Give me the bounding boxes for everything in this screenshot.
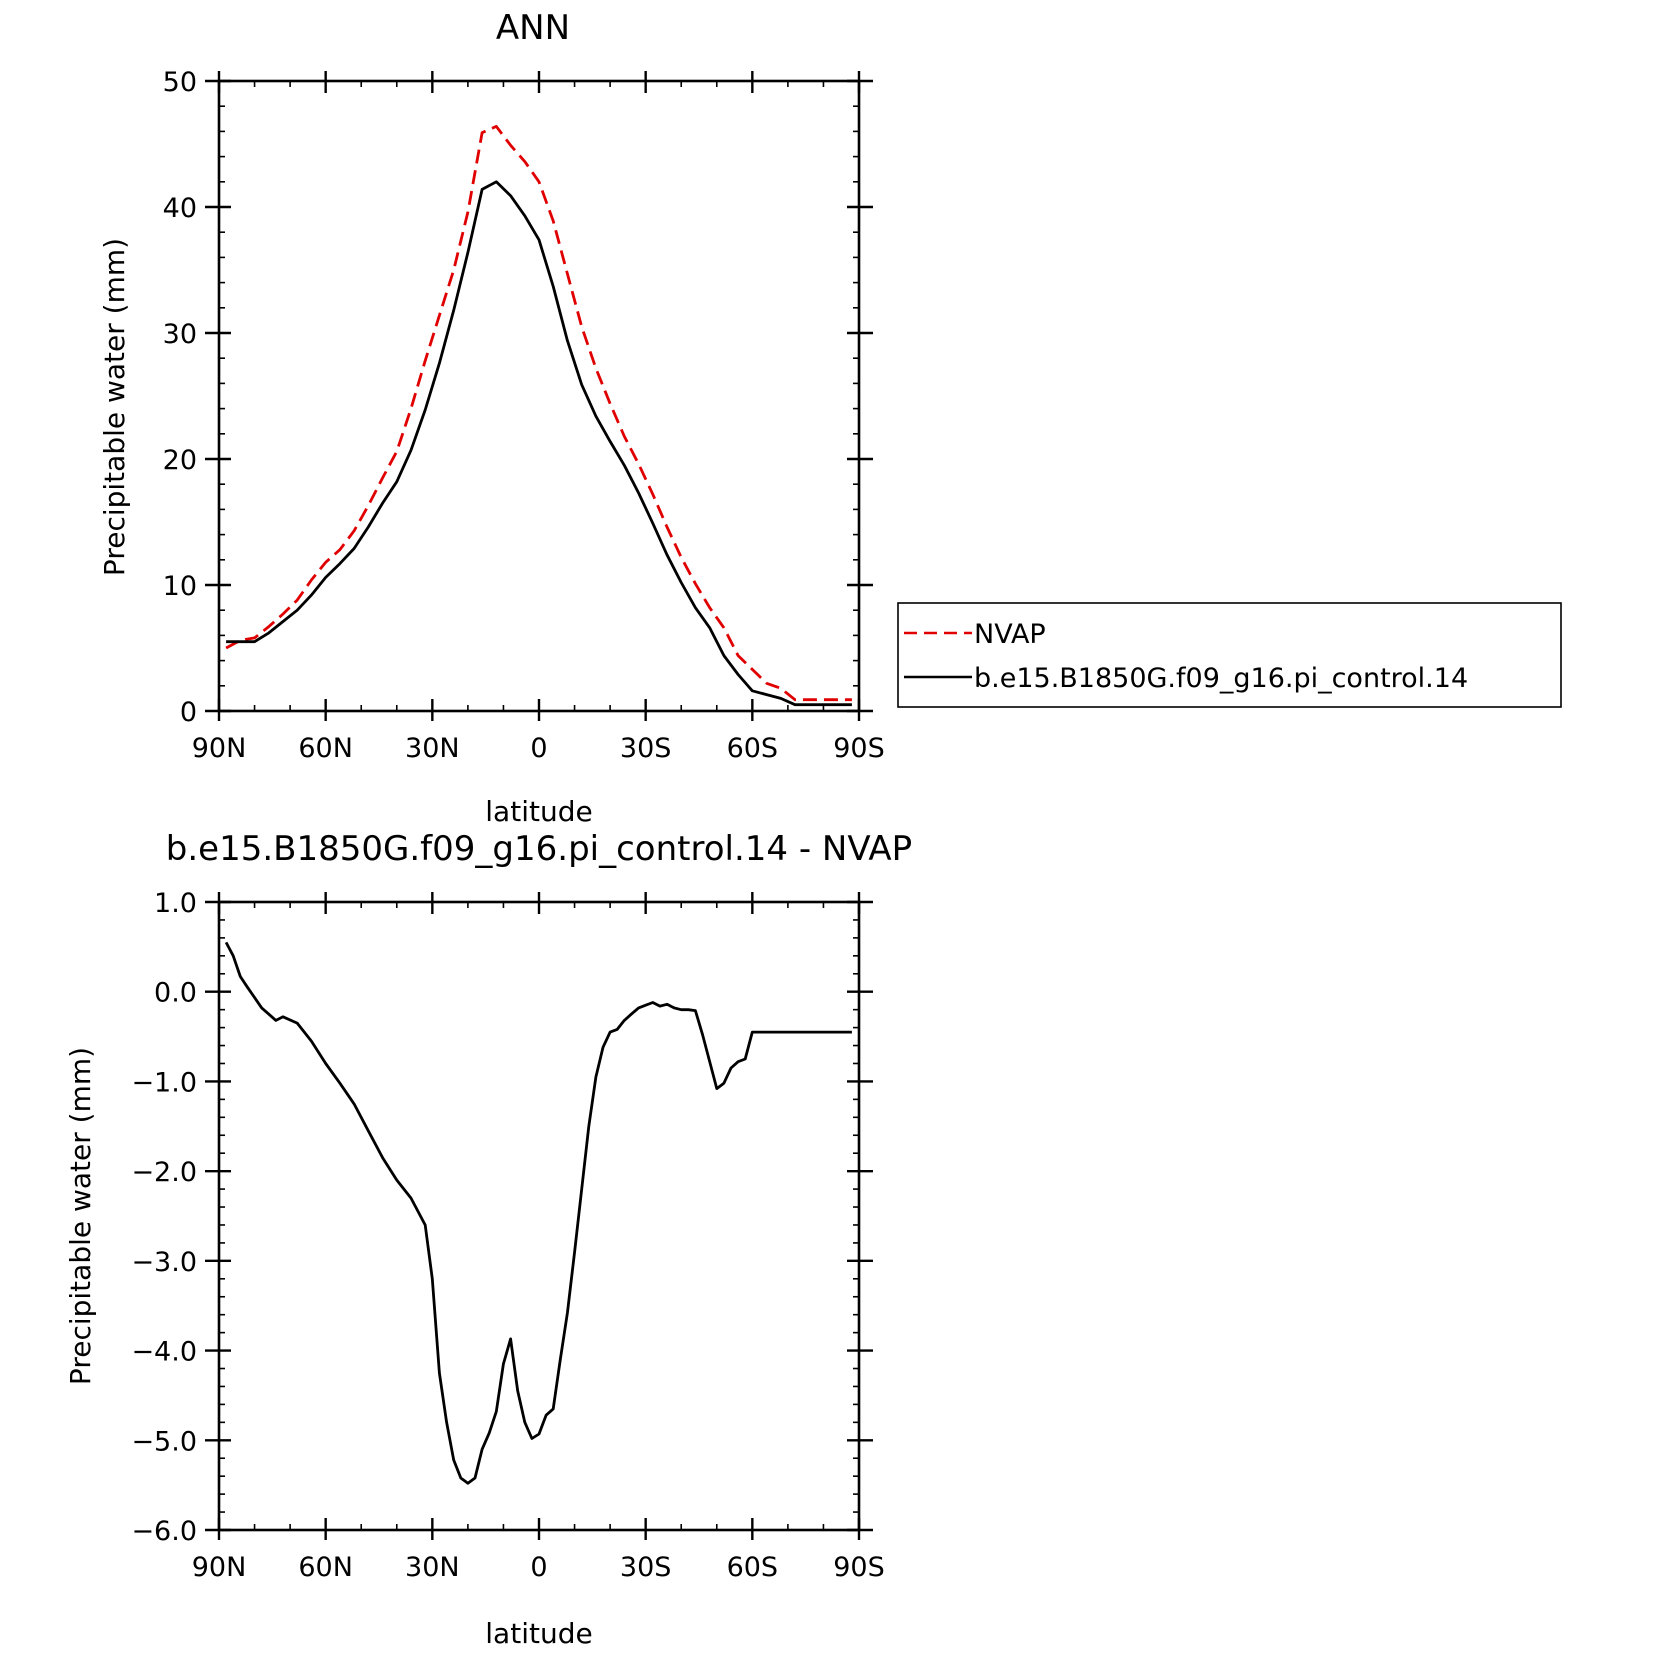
series-line-0 (224, 941, 852, 1485)
x-tick-label: 30S (620, 1552, 672, 1583)
legend-box (897, 602, 1562, 708)
y-tick-label: 1.0 (154, 888, 197, 919)
y-tick-label: −6.0 (131, 1516, 197, 1547)
y-tick-label: 50 (163, 67, 197, 98)
x-tick-label: 30N (405, 1552, 460, 1583)
x-tick-label: 60N (298, 1552, 353, 1583)
series-line-0 (225, 125, 852, 702)
x-tick-label: 30S (620, 733, 672, 764)
panel-title: b.e15.B1850G.f09_g16.pi_control.14 - NVA… (166, 829, 912, 869)
y-tick-label: −2.0 (131, 1157, 197, 1188)
x-tick-label: 90N (192, 733, 247, 764)
x-tick-label: 60S (727, 733, 779, 764)
annual-precipitable-water-panel: ANN 90N 60N 30N 0 30S 60S 90S 0 10 20 30 40 50 latit… (98, 8, 1562, 828)
axis-ticks: 90N 60N 30N 0 30S 60S 90S 1.0 0.0 −1.0 −2.0 −3.0 −4.… (131, 888, 884, 1583)
y-tick-label: −4.0 (131, 1337, 197, 1368)
x-tick-label: 0 (530, 733, 547, 764)
x-tick-label: 30N (405, 733, 460, 764)
series-line-1 (226, 180, 852, 707)
axis-ticks: 90N 60N 30N 0 30S 60S 90S 0 10 20 30 40 50 (163, 67, 885, 764)
plot-frame (217, 900, 861, 1532)
y-tick-label: 0 (180, 697, 197, 728)
plot-frame (217, 79, 861, 713)
y-tick-label: 40 (163, 193, 197, 224)
x-tick-label: 90S (833, 733, 885, 764)
legend-label-nvap: NVAP (974, 619, 1046, 650)
y-tick-label: 20 (163, 445, 197, 476)
x-tick-label: 60S (727, 1552, 779, 1583)
x-tick-label: 90N (192, 1552, 247, 1583)
panel-marks (225, 125, 852, 707)
panel-marks (224, 941, 852, 1485)
y-tick-label: 10 (163, 571, 197, 602)
legend-label-model: b.e15.B1850G.f09_g16.pi_control.14 (974, 663, 1468, 694)
y-tick-label: −5.0 (131, 1426, 197, 1457)
x-tick-label: 60N (298, 733, 353, 764)
y-tick-label: 0.0 (154, 978, 197, 1009)
y-tick-label: −1.0 (131, 1067, 197, 1098)
y-tick-label: −3.0 (131, 1247, 197, 1278)
y-axis-title: Precipitable water (mm) (98, 238, 131, 576)
y-tick-label: 30 (163, 319, 197, 350)
x-axis-title: latitude (485, 1617, 592, 1650)
x-axis-title: latitude (485, 795, 592, 828)
x-tick-label: 90S (833, 1552, 885, 1583)
legend: NVAP b.e15.B1850G.f09_g16.pi_control.14 (897, 602, 1562, 708)
difference-panel: b.e15.B1850G.f09_g16.pi_control.14 - NVA… (64, 829, 912, 1650)
panel-title: ANN (496, 8, 570, 48)
x-tick-label: 0 (530, 1552, 547, 1583)
y-axis-title: Precipitable water (mm) (64, 1047, 97, 1385)
